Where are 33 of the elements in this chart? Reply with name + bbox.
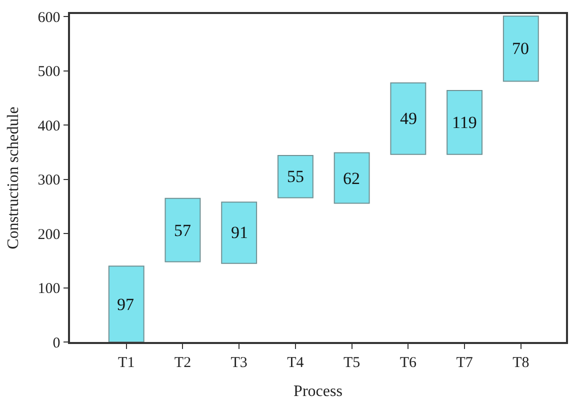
y-tick-label: 300 [38, 172, 60, 189]
x-tick-label: T3 [230, 354, 248, 371]
x-tick-label: T6 [400, 354, 418, 371]
bar [164, 198, 201, 262]
bar [502, 16, 539, 82]
bar [390, 82, 426, 155]
annotation: 70 [512, 39, 529, 58]
annotation: 97 [117, 295, 134, 314]
bar [221, 202, 258, 264]
y-tick-label: 0 [52, 335, 60, 352]
bar [277, 155, 314, 198]
annotation: 55 [287, 167, 304, 186]
y-tick-label: 100 [38, 281, 60, 298]
annotation: 91 [231, 223, 248, 242]
x-tick-label: T2 [174, 354, 192, 371]
x-tick-label: T1 [118, 354, 135, 371]
bar [108, 266, 144, 342]
x-tick-label: T4 [287, 354, 304, 371]
x-axis-title: Process [294, 382, 342, 400]
y-tick-label: 600 [38, 10, 60, 26]
annotation: 57 [174, 221, 192, 240]
x-tick-label: T8 [512, 354, 530, 371]
y-tick-label: 200 [38, 226, 60, 243]
y-tick-label: 400 [38, 118, 60, 134]
bar [446, 90, 483, 155]
annotation: 119 [452, 113, 477, 132]
x-tick-label: T7 [456, 354, 474, 371]
y-tick-label: 500 [38, 64, 60, 80]
annotation: 62 [343, 169, 360, 188]
bar [334, 152, 370, 204]
y-axis-title: Construction schedule [5, 106, 22, 250]
x-tick-label: T5 [343, 354, 360, 371]
annotation: 49 [400, 109, 417, 128]
